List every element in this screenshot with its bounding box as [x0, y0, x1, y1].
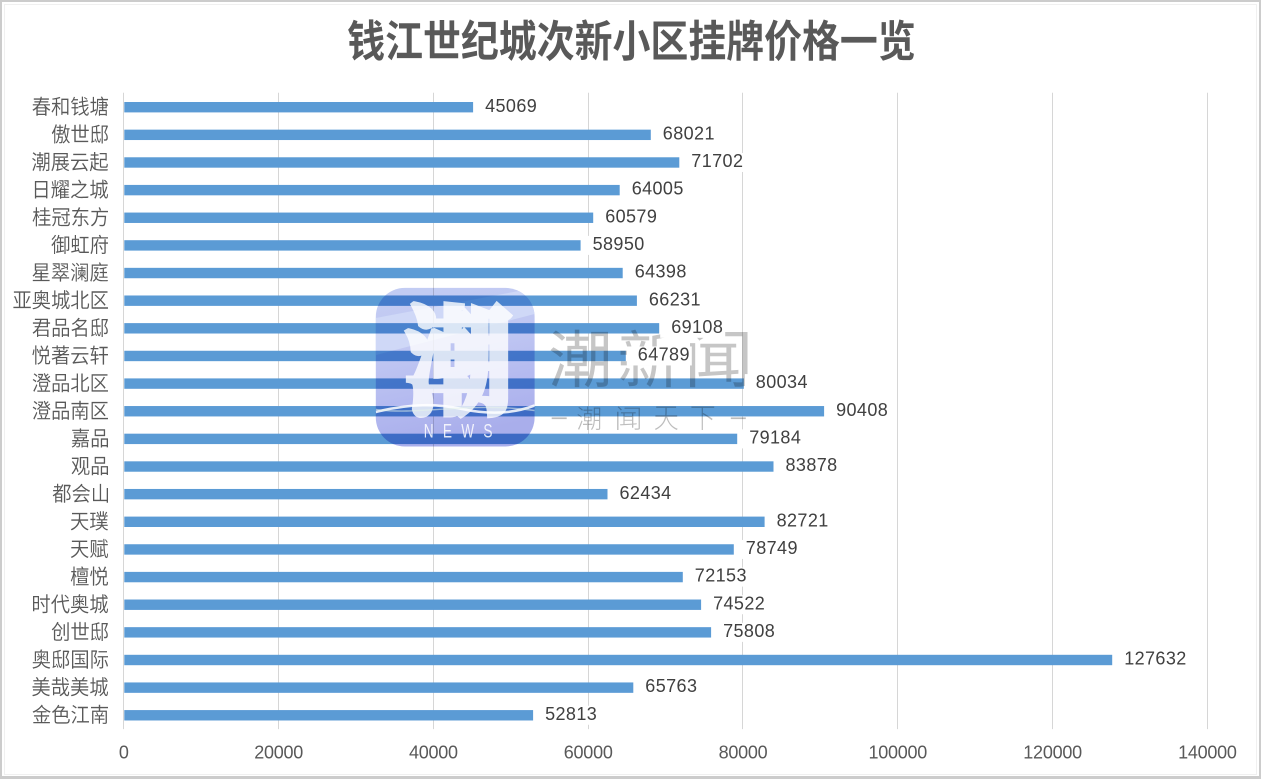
- svg-text:127632: 127632: [1124, 649, 1186, 669]
- svg-text:0: 0: [119, 743, 129, 763]
- svg-text:72153: 72153: [695, 566, 747, 586]
- svg-text:69108: 69108: [671, 317, 723, 337]
- svg-text:78749: 78749: [746, 538, 798, 558]
- svg-text:58950: 58950: [593, 234, 645, 254]
- svg-text:82721: 82721: [777, 510, 829, 530]
- svg-text:64789: 64789: [638, 345, 690, 365]
- svg-text:60579: 60579: [605, 206, 657, 226]
- svg-text:71702: 71702: [691, 151, 743, 171]
- svg-text:68021: 68021: [663, 123, 715, 143]
- svg-text:65763: 65763: [645, 676, 697, 696]
- svg-text:90408: 90408: [836, 400, 888, 420]
- svg-text:74522: 74522: [713, 593, 765, 613]
- svg-text:66231: 66231: [649, 289, 701, 309]
- svg-text:64005: 64005: [632, 179, 684, 199]
- svg-text:120000: 120000: [1023, 743, 1082, 763]
- svg-text:80000: 80000: [719, 743, 768, 763]
- svg-text:NEWS: NEWS: [424, 420, 502, 442]
- svg-text:75808: 75808: [723, 621, 775, 641]
- svg-text:60000: 60000: [564, 743, 613, 763]
- svg-text:45069: 45069: [485, 96, 537, 116]
- svg-text:83878: 83878: [786, 455, 838, 475]
- svg-text:79184: 79184: [749, 427, 801, 447]
- svg-text:140000: 140000: [1178, 743, 1237, 763]
- svg-text:80034: 80034: [756, 372, 808, 392]
- svg-text:100000: 100000: [869, 743, 928, 763]
- svg-text:52813: 52813: [545, 704, 597, 724]
- svg-text:40000: 40000: [409, 743, 458, 763]
- svg-text:62434: 62434: [620, 483, 672, 503]
- svg-text:64398: 64398: [635, 262, 687, 282]
- svg-text:20000: 20000: [254, 743, 303, 763]
